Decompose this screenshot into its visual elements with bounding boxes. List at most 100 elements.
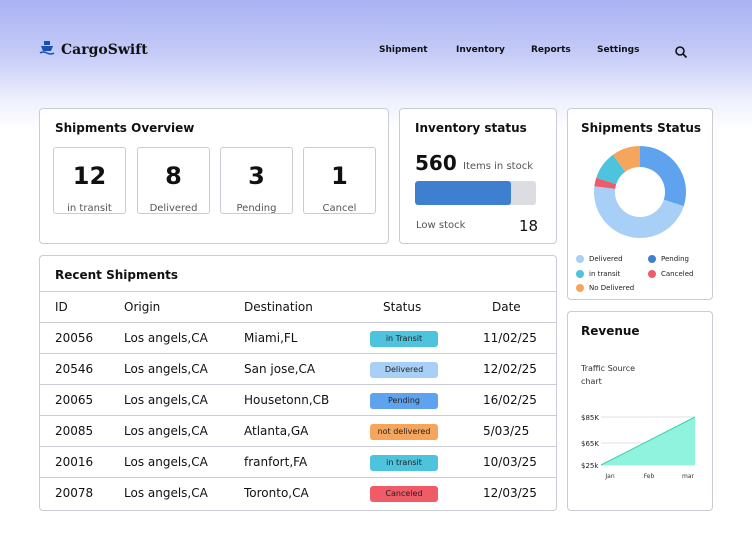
stat-label: Delivered: [149, 203, 198, 214]
legend-canceled: Canceled: [648, 270, 693, 278]
cell-origin: Los angels,CA: [124, 393, 208, 407]
cell-destination: Housetonn,CB: [244, 393, 330, 407]
inventory-status-card: Inventory status 560 Items in stock Low …: [399, 108, 557, 244]
stat-delivered[interactable]: 8 Delivered: [137, 147, 210, 214]
x-tick-label: Feb: [644, 473, 655, 480]
stat-value: 8: [165, 162, 182, 190]
divider: [40, 291, 556, 292]
status-badge: Delivered: [370, 362, 438, 378]
nav-shipment[interactable]: Shipment: [379, 45, 428, 55]
low-stock-label: Low stock: [416, 220, 466, 231]
items-in-stock-count: 560: [415, 151, 457, 175]
items-in-stock-label: Items in stock: [463, 161, 533, 172]
cell-destination: Toronto,CA: [244, 486, 309, 500]
status-badge: in Transit: [370, 331, 438, 347]
nav-inventory[interactable]: Inventory: [456, 45, 505, 55]
revenue-area-chart: $85K $65K $25k Jan Feb mar: [581, 414, 696, 480]
cell-id: 20065: [55, 393, 94, 407]
y-tick-label: $65K: [581, 440, 599, 448]
column-header-id: ID: [55, 300, 68, 314]
legend-swatch: [576, 255, 584, 263]
stock-progress-fill: [415, 181, 511, 205]
cell-id: 20078: [55, 486, 94, 500]
column-header-status: Status: [383, 300, 422, 314]
legend-swatch: [576, 270, 584, 278]
column-header-date: Date: [492, 300, 521, 314]
stat-label: Cancel: [322, 203, 357, 214]
donut-slice-pending: [640, 146, 686, 207]
status-badge: Canceled: [370, 486, 438, 502]
cell-date: 12/02/25: [483, 362, 537, 376]
cell-id: 20085: [55, 424, 94, 438]
donut-slice-delivered: [594, 186, 684, 238]
search-icon[interactable]: [674, 44, 688, 63]
cell-origin: Los angels,CA: [124, 362, 208, 376]
stat-cancel[interactable]: 1 Cancel: [303, 147, 376, 214]
legend-label: Delivered: [589, 255, 623, 263]
donut-slice-canceled: [594, 177, 617, 189]
cell-date: 12/03/25: [483, 486, 537, 500]
legend-in-transit: in transit: [576, 270, 620, 278]
cell-destination: franfort,FA: [244, 455, 308, 469]
recent-shipments-card: Recent Shipments ID Origin Destination S…: [39, 255, 557, 511]
cell-id: 20016: [55, 455, 94, 469]
stat-value: 3: [248, 162, 265, 190]
x-tick-label: Jan: [604, 473, 614, 480]
low-stock-value: 18: [519, 217, 539, 235]
card-title: Shipments Overview: [55, 121, 195, 135]
revenue-subtitle: Traffic Source chart: [581, 364, 636, 386]
cell-destination: Atlanta,GA: [244, 424, 309, 438]
card-title: Inventory status: [415, 121, 527, 135]
brand-name: CargoSwift: [61, 42, 148, 58]
ship-icon: [39, 40, 55, 60]
cell-date: 10/03/25: [483, 455, 537, 469]
cell-destination: Miami,FL: [244, 331, 298, 345]
stat-label: Pending: [236, 203, 277, 214]
y-tick-label: $85K: [581, 414, 599, 422]
row-divider: [40, 353, 556, 354]
cell-id: 20056: [55, 331, 94, 345]
stat-value: 1: [331, 162, 348, 190]
legend-label: in transit: [589, 270, 621, 278]
brand[interactable]: CargoSwift: [39, 40, 148, 60]
card-title: Shipments Status: [581, 121, 702, 135]
cell-destination: San jose,CA: [244, 362, 316, 376]
legend-label: Pending: [661, 255, 689, 263]
shipments-status-card: Shipments Status Delivered Pending in tr…: [567, 108, 713, 300]
status-badge: not delivered: [370, 424, 438, 440]
nav-settings[interactable]: Settings: [597, 45, 640, 55]
legend-pending: Pending: [648, 255, 689, 263]
stock-progress-bar: [415, 181, 536, 205]
cell-date: 16/02/25: [483, 393, 537, 407]
column-header-destination: Destination: [244, 300, 313, 314]
row-divider: [40, 477, 556, 478]
stat-pending[interactable]: 3 Pending: [220, 147, 293, 214]
shipments-overview-card: Shipments Overview 12 in transit 8 Deliv…: [39, 108, 389, 244]
legend-no-delivered: No Delivered: [576, 284, 634, 292]
row-divider: [40, 322, 556, 323]
row-divider: [40, 446, 556, 447]
donut-slice-no-delivered: [612, 146, 640, 172]
card-title: Recent Shipments: [55, 268, 179, 282]
cell-date: 11/02/25: [483, 331, 537, 345]
legend-swatch: [648, 270, 656, 278]
x-tick-label: mar: [682, 473, 695, 480]
legend-swatch: [648, 255, 656, 263]
cell-origin: Los angels,CA: [124, 455, 208, 469]
legend-label: No Delivered: [589, 284, 635, 292]
stat-in-transit[interactable]: 12 in transit: [53, 147, 126, 214]
stat-label: in transit: [67, 203, 112, 214]
status-badge: in transit: [370, 455, 438, 471]
legend-label: Canceled: [661, 270, 694, 278]
card-title: Revenue: [581, 324, 640, 338]
cell-origin: Los angels,CA: [124, 331, 208, 345]
status-badge: Pending: [370, 393, 438, 409]
y-tick-label: $25k: [581, 462, 599, 470]
legend-delivered: Delivered: [576, 255, 623, 263]
cell-origin: Los angels,CA: [124, 424, 208, 438]
nav-reports[interactable]: Reports: [531, 45, 571, 55]
revenue-card: Revenue Traffic Source chart $85K $65K $25…: [567, 311, 713, 511]
cell-date: 5/03/25: [483, 424, 530, 438]
column-header-origin: Origin: [124, 300, 161, 314]
row-divider: [40, 384, 556, 385]
